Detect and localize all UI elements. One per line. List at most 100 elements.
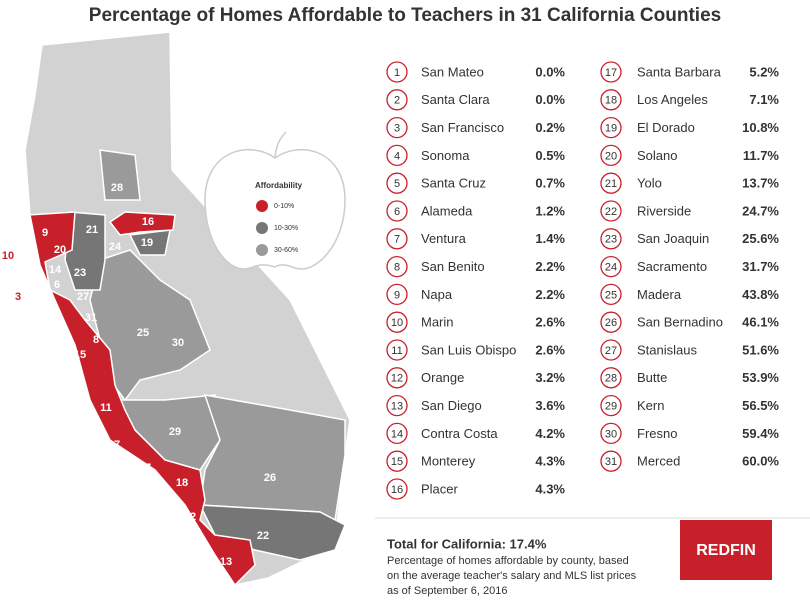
county-pct: 46.1% [742,315,779,330]
map-label: 11 [100,402,112,414]
rank-circle [600,172,622,194]
legend: Affordability 0-10% 10-30% 30-60% [204,131,346,270]
county-pct: 5.2% [749,64,779,79]
county-name: Orange [421,370,464,385]
county-name: San Benito [421,259,485,274]
rank: 23 [605,234,617,246]
rank-circle [386,394,408,417]
county-pct: 60.0% [742,454,779,469]
county-pct: 0.0% [535,92,565,107]
county-name: Placer [421,481,459,496]
legend-swatch [256,222,268,234]
county-name: Los Angeles [637,92,708,107]
map-label: 6 [54,279,60,291]
rank-circle [386,200,408,222]
rank-circle [386,89,408,111]
map-label: 22 [257,530,269,542]
rank: 10 [391,317,403,329]
footer-note: on the average teacher's salary and MLS … [387,570,637,582]
county-pct: 31.7% [742,259,779,274]
county-pct: 25.6% [742,231,779,246]
county-name: San Diego [421,398,482,413]
map-label: 25 [137,327,149,339]
map-label: 2 [47,294,53,306]
rank-circle [600,450,622,472]
map-label: 5 [32,304,38,316]
rank-circle [600,394,622,417]
county-name: Kern [637,398,664,413]
county-name: San Francisco [421,120,504,135]
rank: 11 [391,345,402,357]
logo: REDFIN [696,542,756,559]
map-label: 13 [220,556,232,568]
county-name: El Dorado [637,120,695,135]
county-pct: 4.3% [535,481,565,496]
rank-circle [600,422,622,445]
county-name: Riverside [637,203,691,218]
rank: 2 [394,95,400,107]
map-label: 19 [141,237,153,249]
legend-label: 30-60% [274,247,298,254]
region-red [27,211,256,587]
rank-circle [600,200,622,222]
county-pct: 59.4% [742,426,779,441]
county-name: San Mateo [421,64,484,79]
county-pct: 56.5% [742,398,779,413]
rank-circle [386,339,408,361]
county-name: Yolo [637,176,662,191]
rank-circle [386,172,408,194]
county-pct: 2.2% [535,259,565,274]
rank: 22 [605,206,617,218]
county-list: 1 San Mateo 0.0% 2 Santa Clara 0.0% 3 San Franc… [386,61,779,500]
rank: 15 [391,456,403,468]
map [24,31,351,587]
county-name: Fresno [637,426,677,441]
rank: 29 [605,401,617,413]
rank: 6 [394,206,400,218]
county-pct: 4.2% [535,426,565,441]
legend-label: 0-10% [274,203,294,210]
map-label: 3 [15,291,21,303]
map-label: 21 [86,224,98,236]
legend-swatch [256,200,268,212]
footer-note: as of September 6, 2016 [387,585,507,597]
rank: 1 [394,67,400,79]
county-name: Ventura [421,231,467,246]
region-red [108,211,176,236]
rank-circle [600,116,622,139]
county-name: San Joaquin [637,231,709,246]
rank: 17 [605,67,617,79]
county-name: Napa [421,287,453,302]
rank-circle [386,228,408,250]
rank: 19 [605,123,617,135]
county-pct: 0.0% [535,64,565,79]
map-label: 23 [74,267,86,279]
map-label: 12 [184,511,196,523]
rank-circle [600,144,622,167]
map-label: 29 [169,426,181,438]
map-label: 8 [93,334,99,346]
map-label: 14 [49,264,62,276]
rank-circle [600,367,622,389]
legend-label: 10-30% [274,225,298,232]
rank-circle [600,311,622,333]
county-pct: 43.8% [742,287,779,302]
map-label: 7 [145,462,151,474]
county-name: San Luis Obispo [421,342,516,357]
rank: 9 [394,289,400,301]
rank-circle [386,116,408,139]
rank: 5 [394,178,400,190]
rank: 16 [391,484,403,496]
county-pct: 0.2% [535,120,565,135]
county-name: Stanislaus [637,342,697,357]
rank: 26 [605,317,617,329]
rank-circle [386,61,408,83]
rank-circle [600,255,622,278]
rank: 28 [605,373,617,385]
rank: 8 [394,262,400,274]
county-name: San Bernadino [637,315,723,330]
rank: 20 [605,150,617,162]
county-pct: 24.7% [742,203,779,218]
rank-circle [386,255,408,278]
map-label: 31 [85,312,97,324]
